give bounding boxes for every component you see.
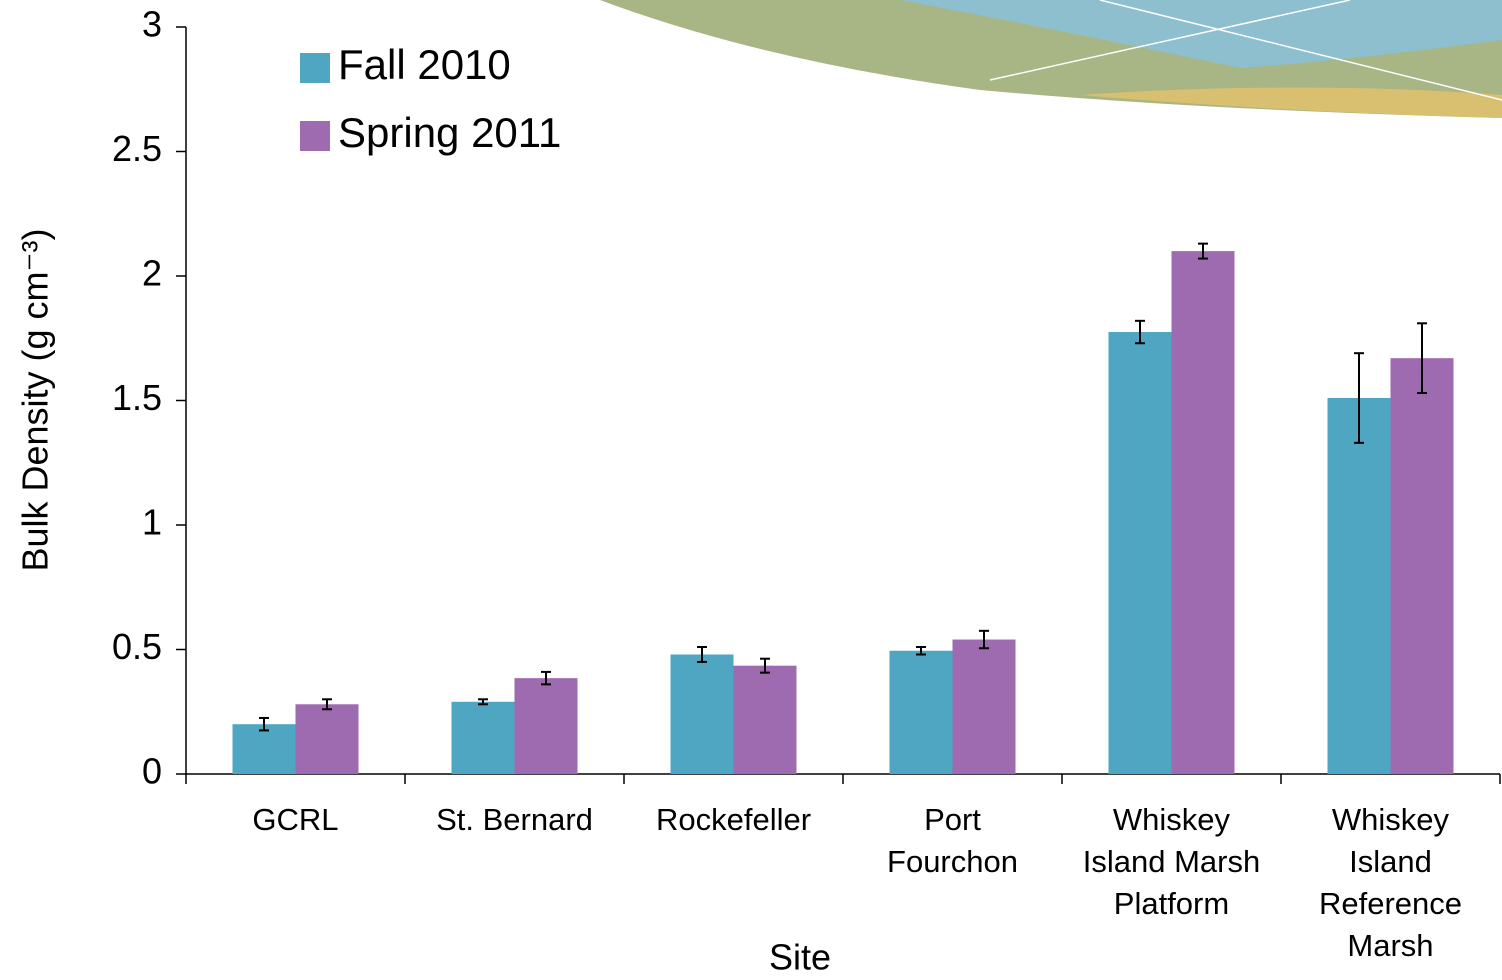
error-bar [1417,322,1427,395]
bar [514,678,578,774]
bar [1171,251,1235,775]
x-axis-title: Site [769,937,831,978]
legend-swatch [300,121,330,151]
decoration [600,0,1502,118]
y-axis-title: Bulk Density (g cm⁻³) [15,228,56,571]
x-tick-label: Whiskey Island Reference Marsh [1319,802,1462,963]
error-bar [697,646,707,663]
legend-swatch [300,53,330,83]
x-tick-label: GCRL [252,802,338,837]
legend-label: Fall 2010 [338,41,511,88]
error-bar [760,657,770,674]
y-tick-label: 2.5 [112,128,162,169]
y-tick-label: 1.5 [112,377,162,418]
error-bar [1354,352,1364,444]
y-tick-label: 3 [142,4,162,45]
error-bar [1198,242,1208,260]
error-bar [541,670,551,686]
bar [952,639,1016,774]
error-bar [916,646,926,656]
x-tick-label: Rockefeller [656,802,811,837]
bar [889,650,953,774]
bar [670,654,734,774]
x-tick-label: St. Bernard [436,802,593,837]
error-bar [979,629,989,650]
bar [1327,398,1391,774]
bar [1390,358,1454,774]
bar [451,701,515,774]
y-tick-label: 0.5 [112,626,162,667]
y-tick-label: 2 [142,253,162,294]
x-tick-label: Whiskey Island Marsh Platform [1083,802,1260,921]
x-tick-label: Port Fourchon [887,802,1018,879]
bar [232,724,296,774]
bar [1108,332,1172,774]
bar [733,665,797,774]
error-bar [259,716,269,732]
legend-label: Spring 2011 [338,109,561,156]
error-bar [478,698,488,706]
bar [295,704,359,774]
error-bar [322,698,332,711]
y-tick-label: 1 [142,502,162,543]
error-bar [1135,319,1145,345]
y-tick-label: 0 [142,751,162,792]
